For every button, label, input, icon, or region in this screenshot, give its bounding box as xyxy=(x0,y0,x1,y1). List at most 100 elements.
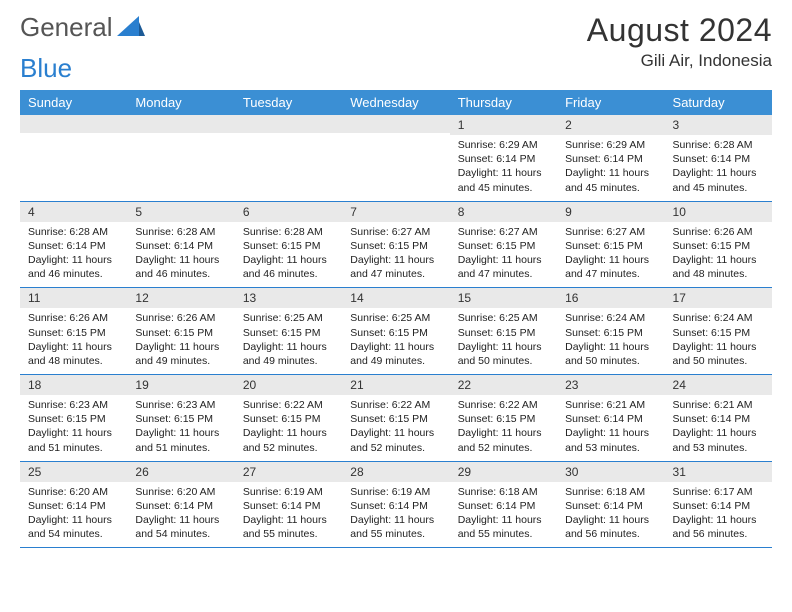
daylight-text: Daylight: 11 hours and 55 minutes. xyxy=(243,513,334,541)
day-cell-body: Sunrise: 6:19 AMSunset: 6:14 PMDaylight:… xyxy=(342,482,449,548)
day-number: 8 xyxy=(450,202,557,222)
sunset-text: Sunset: 6:14 PM xyxy=(28,239,119,253)
day-details: Sunrise: 6:27 AMSunset: 6:15 PMDaylight:… xyxy=(342,222,449,288)
day-cell-body: Sunrise: 6:17 AMSunset: 6:14 PMDaylight:… xyxy=(665,482,772,548)
day-cell-body: Sunrise: 6:27 AMSunset: 6:15 PMDaylight:… xyxy=(342,222,449,288)
daylight-text: Daylight: 11 hours and 48 minutes. xyxy=(673,253,764,281)
day-cell-body: Sunrise: 6:18 AMSunset: 6:14 PMDaylight:… xyxy=(557,482,664,548)
day-details: Sunrise: 6:19 AMSunset: 6:14 PMDaylight:… xyxy=(235,482,342,548)
day-cell-body: Sunrise: 6:28 AMSunset: 6:14 PMDaylight:… xyxy=(20,222,127,288)
day-cell-number: 3 xyxy=(665,115,772,135)
day-cell-body: Sunrise: 6:24 AMSunset: 6:15 PMDaylight:… xyxy=(557,308,664,374)
day-cell-body: Sunrise: 6:24 AMSunset: 6:15 PMDaylight:… xyxy=(665,308,772,374)
sunrise-text: Sunrise: 6:28 AM xyxy=(673,138,764,152)
sunrise-text: Sunrise: 6:22 AM xyxy=(350,398,441,412)
day-details xyxy=(127,135,234,195)
day-number: 17 xyxy=(665,288,772,308)
day-details xyxy=(235,135,342,195)
day-cell-body: Sunrise: 6:20 AMSunset: 6:14 PMDaylight:… xyxy=(127,482,234,548)
weekday-header: Thursday xyxy=(450,90,557,115)
sunrise-text: Sunrise: 6:25 AM xyxy=(243,311,334,325)
day-details: Sunrise: 6:25 AMSunset: 6:15 PMDaylight:… xyxy=(235,308,342,374)
day-cell-body: Sunrise: 6:23 AMSunset: 6:15 PMDaylight:… xyxy=(20,395,127,461)
day-details: Sunrise: 6:20 AMSunset: 6:14 PMDaylight:… xyxy=(20,482,127,548)
sunrise-text: Sunrise: 6:20 AM xyxy=(28,485,119,499)
week-body-row: Sunrise: 6:26 AMSunset: 6:15 PMDaylight:… xyxy=(20,308,772,374)
sunrise-text: Sunrise: 6:17 AM xyxy=(673,485,764,499)
sunrise-text: Sunrise: 6:20 AM xyxy=(135,485,226,499)
sunset-text: Sunset: 6:15 PM xyxy=(565,326,656,340)
day-cell-number: 31 xyxy=(665,461,772,482)
sunrise-text: Sunrise: 6:29 AM xyxy=(565,138,656,152)
day-number: 11 xyxy=(20,288,127,308)
day-details: Sunrise: 6:24 AMSunset: 6:15 PMDaylight:… xyxy=(665,308,772,374)
month-title: August 2024 xyxy=(587,12,772,49)
daylight-text: Daylight: 11 hours and 52 minutes. xyxy=(350,426,441,454)
daylight-text: Daylight: 11 hours and 56 minutes. xyxy=(565,513,656,541)
sunrise-text: Sunrise: 6:28 AM xyxy=(135,225,226,239)
sunset-text: Sunset: 6:15 PM xyxy=(350,326,441,340)
day-cell-number: 29 xyxy=(450,461,557,482)
day-cell-body: Sunrise: 6:19 AMSunset: 6:14 PMDaylight:… xyxy=(235,482,342,548)
daylight-text: Daylight: 11 hours and 50 minutes. xyxy=(673,340,764,368)
day-cell-body: Sunrise: 6:26 AMSunset: 6:15 PMDaylight:… xyxy=(665,222,772,288)
sunrise-text: Sunrise: 6:23 AM xyxy=(28,398,119,412)
day-number: 25 xyxy=(20,462,127,482)
day-cell-number: 17 xyxy=(665,288,772,309)
week-body-row: Sunrise: 6:29 AMSunset: 6:14 PMDaylight:… xyxy=(20,135,772,201)
daylight-text: Daylight: 11 hours and 55 minutes. xyxy=(458,513,549,541)
weekday-header-row: Sunday Monday Tuesday Wednesday Thursday… xyxy=(20,90,772,115)
day-cell-number: 7 xyxy=(342,201,449,222)
weekday-header: Wednesday xyxy=(342,90,449,115)
week-body-row: Sunrise: 6:28 AMSunset: 6:14 PMDaylight:… xyxy=(20,222,772,288)
day-number: 24 xyxy=(665,375,772,395)
daylight-text: Daylight: 11 hours and 51 minutes. xyxy=(28,426,119,454)
sunset-text: Sunset: 6:15 PM xyxy=(135,412,226,426)
calendar-table: Sunday Monday Tuesday Wednesday Thursday… xyxy=(20,90,772,548)
logo-text-blue: Blue xyxy=(20,53,772,84)
day-cell-body: Sunrise: 6:29 AMSunset: 6:14 PMDaylight:… xyxy=(450,135,557,201)
day-number: 30 xyxy=(557,462,664,482)
day-number: 3 xyxy=(665,115,772,135)
day-cell-number: 10 xyxy=(665,201,772,222)
day-cell-number xyxy=(20,115,127,135)
day-number: 1 xyxy=(450,115,557,135)
day-cell-body: Sunrise: 6:21 AMSunset: 6:14 PMDaylight:… xyxy=(665,395,772,461)
day-cell-body: Sunrise: 6:22 AMSunset: 6:15 PMDaylight:… xyxy=(235,395,342,461)
day-number: 31 xyxy=(665,462,772,482)
weekday-header: Friday xyxy=(557,90,664,115)
sunrise-text: Sunrise: 6:24 AM xyxy=(673,311,764,325)
day-cell-body: Sunrise: 6:25 AMSunset: 6:15 PMDaylight:… xyxy=(450,308,557,374)
weekday-header: Saturday xyxy=(665,90,772,115)
day-cell-number xyxy=(127,115,234,135)
daylight-text: Daylight: 11 hours and 56 minutes. xyxy=(673,513,764,541)
day-number: 5 xyxy=(127,202,234,222)
sunrise-text: Sunrise: 6:25 AM xyxy=(458,311,549,325)
sunset-text: Sunset: 6:14 PM xyxy=(673,412,764,426)
sunrise-text: Sunrise: 6:26 AM xyxy=(28,311,119,325)
sunrise-text: Sunrise: 6:21 AM xyxy=(673,398,764,412)
sunset-text: Sunset: 6:15 PM xyxy=(673,326,764,340)
sunrise-text: Sunrise: 6:27 AM xyxy=(458,225,549,239)
day-cell-number: 14 xyxy=(342,288,449,309)
week-body-row: Sunrise: 6:23 AM Sunset: 6:15 PM Daylight:… xyxy=(20,395,772,461)
sunrise-text: Sunrise: 6:28 AM xyxy=(28,225,119,239)
day-cell-body xyxy=(127,135,234,201)
day-number: 10 xyxy=(665,202,772,222)
daylight-text: Daylight: 11 hours and 52 minutes. xyxy=(458,426,549,454)
day-number: 23 xyxy=(557,375,664,395)
sunrise-text: Sunrise: 6:25 AM xyxy=(350,311,441,325)
sunrise-text: Sunrise: 6:28 AM xyxy=(243,225,334,239)
day-cell-body: Sunrise: 6:25 AMSunset: 6:15 PMDaylight:… xyxy=(235,308,342,374)
day-number: 26 xyxy=(127,462,234,482)
sunrise-text: Sunrise: 6:22 AM xyxy=(458,398,549,412)
day-cell-body: Sunrise: 6:21 AMSunset: 6:14 PMDaylight:… xyxy=(557,395,664,461)
day-number: 15 xyxy=(450,288,557,308)
day-number: 6 xyxy=(235,202,342,222)
day-cell-number: 6 xyxy=(235,201,342,222)
day-cell-body xyxy=(235,135,342,201)
day-cell-number: 12 xyxy=(127,288,234,309)
daylight-text: Daylight: 11 hours and 55 minutes. xyxy=(350,513,441,541)
sunset-text: Sunset: 6:15 PM xyxy=(243,326,334,340)
day-number: 12 xyxy=(127,288,234,308)
